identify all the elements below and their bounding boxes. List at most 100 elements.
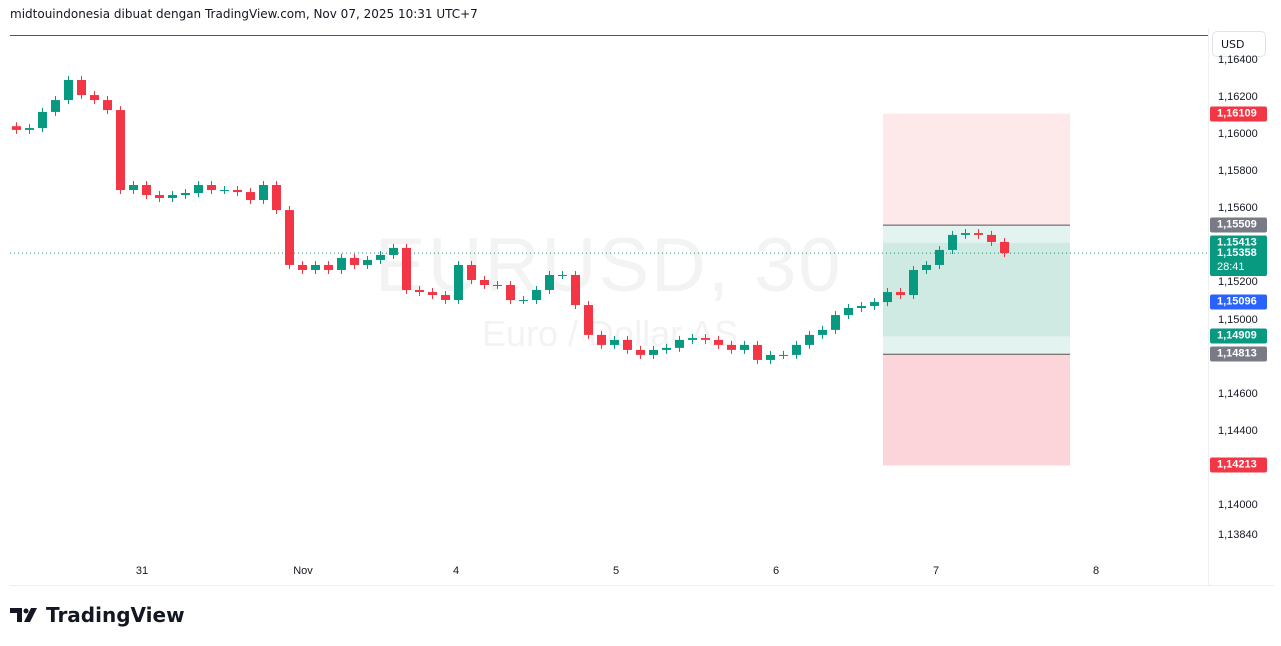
price-tick-label: 1,14400 bbox=[1218, 424, 1258, 437]
candle bbox=[909, 269, 918, 296]
candle bbox=[233, 190, 242, 193]
price-tick-label: 1,15200 bbox=[1218, 276, 1258, 289]
tradingview-logo-icon bbox=[10, 608, 37, 622]
candle bbox=[545, 274, 554, 291]
watermark-description: Euro / Dollar AS bbox=[482, 313, 739, 354]
candle bbox=[597, 334, 606, 345]
candle bbox=[77, 80, 86, 96]
price-tick-label: 1,15600 bbox=[1218, 202, 1258, 215]
candle bbox=[662, 347, 671, 350]
candle bbox=[688, 338, 697, 340]
candle bbox=[753, 344, 762, 360]
tradingview-logo[interactable]: TradingView bbox=[10, 603, 185, 627]
candle bbox=[90, 95, 99, 101]
price-badge: 1,14813 bbox=[1210, 346, 1267, 362]
candle bbox=[25, 128, 34, 130]
candle bbox=[766, 354, 775, 360]
candle bbox=[987, 234, 996, 242]
candle bbox=[883, 292, 892, 303]
candle bbox=[571, 274, 580, 306]
candle bbox=[831, 315, 840, 330]
candle bbox=[246, 192, 255, 201]
candle bbox=[324, 264, 333, 270]
candle bbox=[12, 126, 21, 130]
candle bbox=[922, 264, 931, 270]
candle bbox=[467, 264, 476, 280]
candle bbox=[64, 80, 73, 101]
price-tick-label: 1,16200 bbox=[1218, 90, 1258, 103]
candle bbox=[103, 100, 112, 111]
candle bbox=[870, 302, 879, 306]
candle bbox=[181, 192, 190, 196]
candle bbox=[441, 295, 450, 301]
price-tick-label: 1,15800 bbox=[1218, 165, 1258, 178]
time-tick-label: Nov bbox=[293, 565, 313, 577]
candle bbox=[636, 349, 645, 355]
candle bbox=[623, 339, 632, 350]
candle bbox=[649, 349, 658, 355]
price-badge: 1,15096 bbox=[1210, 294, 1267, 310]
price-tick-label: 1,13840 bbox=[1218, 528, 1258, 541]
candle bbox=[948, 234, 957, 250]
candle bbox=[727, 344, 736, 350]
time-tick-label: 31 bbox=[135, 565, 149, 577]
time-axis-divider bbox=[10, 585, 1274, 586]
candle bbox=[974, 233, 983, 235]
candle bbox=[792, 344, 801, 355]
candle bbox=[389, 247, 398, 255]
candle bbox=[610, 339, 619, 345]
candle bbox=[51, 100, 60, 112]
candle bbox=[116, 110, 125, 191]
candle bbox=[675, 339, 684, 348]
time-tick-label: 4 bbox=[452, 565, 460, 577]
candle bbox=[935, 249, 944, 265]
price-badge: 1,14909 bbox=[1210, 328, 1267, 344]
candle bbox=[220, 190, 229, 192]
candle bbox=[480, 279, 489, 285]
candle bbox=[805, 334, 814, 345]
position-target-zone bbox=[883, 113, 1070, 226]
candle bbox=[584, 305, 593, 335]
candle bbox=[961, 233, 970, 235]
candle bbox=[701, 338, 710, 340]
chart-pane[interactable] bbox=[10, 35, 1208, 586]
candle bbox=[740, 344, 749, 350]
price-tick-label: 1,16400 bbox=[1218, 53, 1258, 66]
candle bbox=[454, 264, 463, 301]
price-tick-label: 1,14000 bbox=[1218, 499, 1258, 511]
candle bbox=[155, 195, 164, 198]
candle bbox=[38, 111, 47, 129]
candle bbox=[337, 257, 346, 270]
candle bbox=[519, 300, 528, 302]
price-tick-label: 1,16000 bbox=[1218, 128, 1258, 140]
candle bbox=[818, 329, 827, 335]
candle bbox=[129, 185, 138, 191]
candle bbox=[493, 284, 502, 286]
time-tick-label: 8 bbox=[1092, 565, 1100, 577]
bar-countdown: 28:41 bbox=[1217, 261, 1245, 274]
candle bbox=[857, 305, 866, 308]
watermark-symbol: EURUSD, 30 bbox=[375, 223, 843, 308]
candle bbox=[259, 185, 268, 201]
price-badge: 1,15358 28:41 bbox=[1210, 246, 1267, 277]
candle bbox=[844, 307, 853, 316]
time-tick-label: 6 bbox=[772, 565, 780, 577]
time-tick-label: 7 bbox=[932, 565, 940, 577]
candle bbox=[272, 185, 281, 211]
candle bbox=[142, 185, 151, 196]
price-tick-label: 1,15000 bbox=[1218, 313, 1258, 326]
chart-header: midtouindonesia dibuat dengan TradingVie… bbox=[10, 7, 478, 21]
candle bbox=[428, 292, 437, 296]
candle bbox=[168, 195, 177, 198]
currency-button[interactable]: USD bbox=[1212, 31, 1266, 57]
candle bbox=[194, 185, 203, 193]
candle bbox=[363, 259, 372, 265]
candle bbox=[714, 339, 723, 345]
candle bbox=[506, 284, 515, 301]
candle bbox=[896, 292, 905, 296]
time-tick-label: 5 bbox=[612, 565, 620, 577]
price-badge: 1,14213 bbox=[1210, 457, 1267, 473]
price-tick-label: 1,14600 bbox=[1218, 387, 1258, 400]
candle bbox=[285, 210, 294, 265]
